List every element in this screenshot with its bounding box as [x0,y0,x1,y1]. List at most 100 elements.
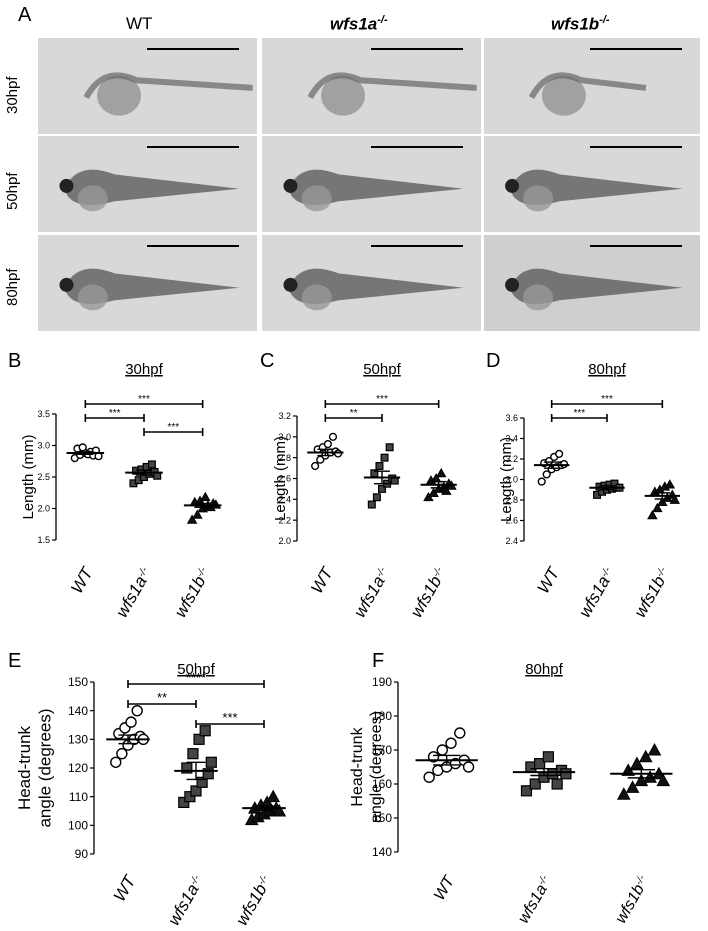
y-tick-label: 2.4 [278,494,291,504]
data-point [643,770,657,783]
data-point [423,771,435,783]
y-tick-label: 2.4 [505,536,518,546]
scale-bar [371,245,463,247]
significance-label: *** [601,394,613,405]
data-point [378,484,387,493]
data-point [116,747,128,760]
data-point [131,704,143,717]
data-point [375,462,384,471]
data-point [181,762,193,774]
data-point [669,494,681,504]
scale-bar [147,146,239,148]
x-category-label: wfs1b-/- [630,564,674,621]
data-point [529,778,541,790]
data-point [625,780,640,793]
scale-bar [590,245,682,247]
data-point [323,440,332,449]
y-tick-label: 3.0 [37,441,50,451]
column-header-wt: WT [126,14,152,34]
data-point [147,460,156,469]
data-point [435,467,447,478]
data-point [542,751,554,763]
data-point [537,477,546,486]
data-point [202,768,214,780]
data-point [200,491,211,502]
column-header-wfs1b: wfs1b-/- [551,14,610,35]
scale-bar [147,48,239,50]
scale-bar [371,48,463,50]
data-point [184,791,196,803]
data-point [178,796,190,809]
embryo-photo [38,38,257,134]
y-tick-label: 150 [372,811,392,825]
chart-panel-b: 30hpf 1.5 2.0 2.5 3.0 3.5 Length (mm) WT wfs1a-/… [20,361,222,621]
y-tick-label: 3.6 [505,413,518,423]
data-point [125,716,137,728]
y-axis-label: Length (mm) [498,437,515,522]
y-axis-label: Length (mm) [272,436,289,521]
y-tick-label: 120 [68,761,88,775]
x-category-label: WT [67,563,97,597]
data-point [560,768,572,780]
data-point [555,449,564,458]
y-tick-label: 160 [372,777,392,791]
y-tick-label: 3.2 [278,411,291,421]
y-tick-label: 3.4 [505,434,518,444]
x-category-label: wfs1b-/- [232,872,276,929]
y-tick-label: 140 [372,845,392,859]
data-point [441,485,452,495]
data-point [205,756,217,768]
scale-bar [590,48,682,50]
y-tick-label: 110 [69,790,88,804]
y-tick-label: 2.8 [278,453,291,463]
embryo-photo [484,38,700,134]
embryo-photo [262,38,481,134]
significance-label: **** [186,670,206,685]
x-category-label: wfs1b-/- [407,564,451,621]
y-tick-label: 190 [372,675,392,689]
y-axis-label: Head-trunkangle (degrees) [15,708,54,827]
embryo-photo [38,235,257,331]
x-category-label: wfs1b-/- [171,564,215,621]
significance-label: *** [222,710,237,725]
chart-title: 80hpf [525,661,563,678]
data-point [328,432,338,441]
panel-letter-b: B [8,350,22,372]
y-tick-label: 130 [68,733,88,747]
x-category-label: wfs1a-/- [515,873,556,927]
embryo-photo [484,235,700,331]
data-point [454,727,466,739]
chart-panel-d: 80hpf 2.4 2.6 2.8 3.0 3.2 3.4 3.6 Length (mm) WT w… [498,361,681,621]
column-header-label: wfs1a [330,14,378,34]
data-point [652,502,663,513]
embryo-photo [38,136,257,232]
chart-title: 30hpf [125,361,163,378]
data-point [638,749,653,763]
significance-label: *** [109,408,121,419]
y-tick-label: 2.8 [505,495,518,505]
data-point [196,776,208,788]
data-point [193,733,205,745]
y-tick-label: 2.5 [37,472,50,482]
data-point [445,737,457,749]
data-point [367,500,376,509]
column-header-label: WT [126,14,153,33]
data-point [630,756,644,770]
data-point [385,443,394,452]
panel-letter-c: C [260,350,275,372]
x-category-label: WT [533,563,563,597]
data-point [266,789,281,803]
y-tick-label: 180 [372,709,392,723]
y-tick-label: 3.0 [278,432,291,442]
y-tick-label: 3.5 [37,409,50,419]
data-point [190,785,202,797]
data-point [436,744,448,756]
data-point [187,748,199,760]
panel-letter-a: A [18,4,32,26]
embryo-photo [262,136,481,232]
x-category-label: WT [431,872,459,903]
y-tick-label: 90 [75,847,89,861]
y-tick-label: 150 [68,675,88,689]
y-tick-label: 1.5 [37,535,50,545]
